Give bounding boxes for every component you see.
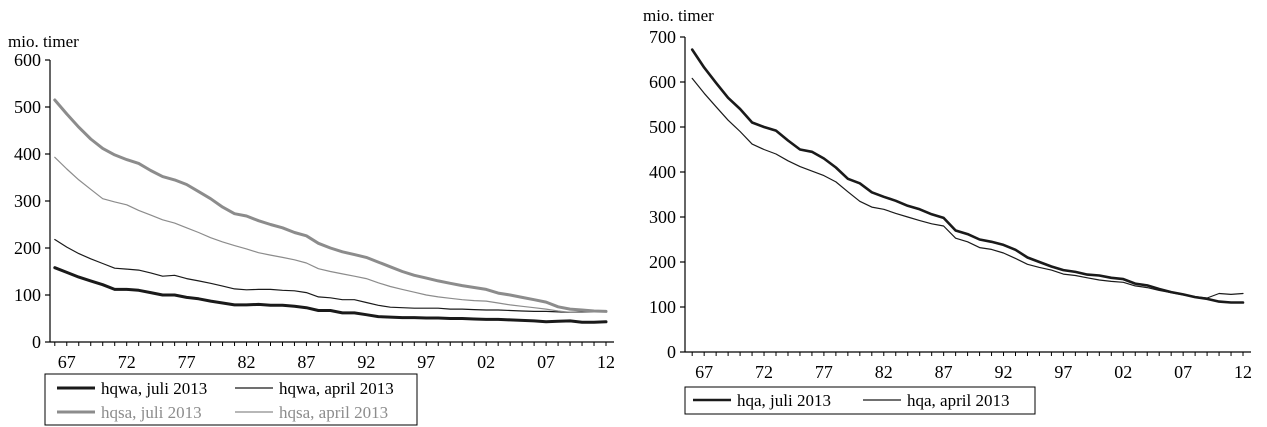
left-y-tick-label: 200 bbox=[14, 238, 41, 258]
right-y-tick-label: 400 bbox=[649, 162, 676, 182]
left-x-tick-label: 87 bbox=[297, 352, 315, 372]
left-chart: mio. timer 0 100 200 300 400 500 600 67 72 77 82 8… bbox=[8, 32, 615, 426]
right-x-tick-label: 87 bbox=[935, 362, 953, 382]
left-y-tick-label: 100 bbox=[14, 285, 41, 305]
right-x-tick-label: 77 bbox=[815, 362, 833, 382]
left-x-tick-label: 82 bbox=[238, 352, 256, 372]
left-series-lines bbox=[53, 98, 608, 324]
left-y-tick-labels: 0 100 200 300 400 500 600 bbox=[14, 50, 41, 352]
left-x-tick-label: 07 bbox=[537, 352, 555, 372]
right-series-lines bbox=[690, 48, 1245, 304]
right-x-tick-label: 12 bbox=[1234, 362, 1252, 382]
right-y-tick-label: 300 bbox=[649, 207, 676, 227]
right-y-tick-label: 700 bbox=[649, 27, 676, 47]
left-y-tick-label: 500 bbox=[14, 97, 41, 117]
left-legend-label: hqwa, april 2013 bbox=[279, 379, 394, 398]
right-x-tick-label: 97 bbox=[1054, 362, 1072, 382]
right-x-tick-label: 07 bbox=[1174, 362, 1192, 382]
left-y-tick-label: 400 bbox=[14, 144, 41, 164]
right-x-tick-label: 67 bbox=[695, 362, 713, 382]
left-x-tick-label: 67 bbox=[58, 352, 76, 372]
left-x-tick-label: 02 bbox=[477, 352, 495, 372]
right-x-tick-label: 02 bbox=[1114, 362, 1132, 382]
left-unit-label: mio. timer bbox=[8, 32, 79, 51]
right-y-tick-label: 200 bbox=[649, 252, 676, 272]
right-legend: hqa, juli 2013 hqa, april 2013 bbox=[684, 386, 1036, 415]
right-legend-label: hqa, juli 2013 bbox=[737, 391, 831, 410]
right-chart: mio. timer 0 100 200 300 400 500 600 700 67 72 77… bbox=[643, 6, 1252, 415]
left-x-tick-label: 92 bbox=[357, 352, 375, 372]
right-y-tick-label: 500 bbox=[649, 117, 676, 137]
left-y-tick-label: 300 bbox=[14, 191, 41, 211]
right-x-tick-label: 92 bbox=[995, 362, 1013, 382]
right-legend-box bbox=[684, 386, 1036, 415]
right-x-tick-label: 82 bbox=[875, 362, 893, 382]
right-legend-label: hqa, april 2013 bbox=[907, 391, 1009, 410]
right-y-tick-label: 100 bbox=[649, 297, 676, 317]
left-legend-label: hqsa, april 2013 bbox=[279, 403, 388, 422]
right-y-tick-labels: 0 100 200 300 400 500 600 700 bbox=[649, 27, 676, 362]
left-x-tick-label: 77 bbox=[178, 352, 196, 372]
left-legend-label: hqsa, juli 2013 bbox=[101, 403, 202, 422]
left-legend: hqwa, juli 2013 hqwa, april 2013 hqsa, jul… bbox=[44, 373, 418, 426]
left-legend-label: hqwa, juli 2013 bbox=[101, 379, 207, 398]
right-series-line-1 bbox=[691, 77, 1244, 299]
left-x-tick-label: 72 bbox=[118, 352, 136, 372]
right-axes bbox=[680, 36, 1251, 356]
left-series-line-0 bbox=[53, 266, 608, 324]
left-series-line-1 bbox=[54, 238, 607, 313]
right-unit-label: mio. timer bbox=[643, 6, 714, 25]
right-x-tick-labels: 67 72 77 82 87 92 97 02 07 12 bbox=[695, 362, 1252, 382]
left-legend-box bbox=[44, 373, 418, 426]
right-y-tick-label: 600 bbox=[649, 72, 676, 92]
left-series-line-3 bbox=[54, 156, 607, 313]
right-x-tick-label: 72 bbox=[755, 362, 773, 382]
right-y-tick-label: 0 bbox=[667, 342, 676, 362]
left-x-tick-labels: 67 72 77 82 87 92 97 02 07 12 bbox=[58, 352, 615, 372]
right-series-line-0 bbox=[690, 48, 1245, 304]
left-x-tick-label: 12 bbox=[597, 352, 615, 372]
left-y-tick-label: 0 bbox=[32, 332, 41, 352]
left-x-tick-label: 97 bbox=[417, 352, 435, 372]
left-y-tick-label: 600 bbox=[14, 50, 41, 70]
left-series-line-2 bbox=[53, 98, 608, 313]
left-axes bbox=[45, 59, 614, 346]
